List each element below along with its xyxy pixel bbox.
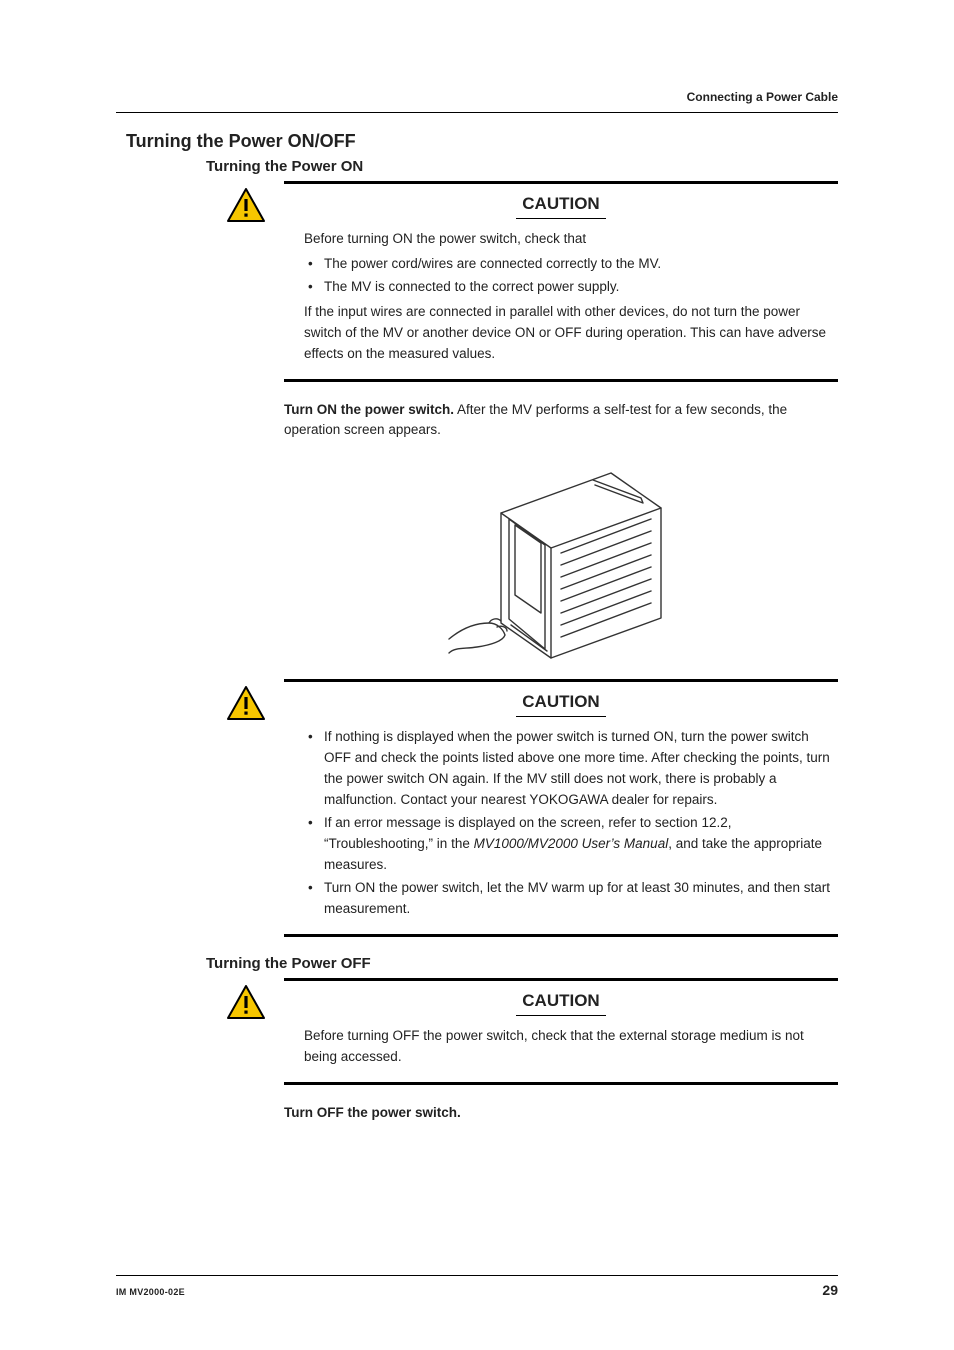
warning-icon [226, 685, 266, 721]
caution-block-2: CAUTION If nothing is displayed when the… [284, 679, 838, 936]
list-item: Turn ON the power switch, let the MV war… [304, 878, 838, 920]
caution2-list: If nothing is displayed when the power s… [304, 727, 838, 919]
section-title: Turning the Power ON/OFF [126, 131, 838, 152]
turn-on-paragraph: Turn ON the power switch. After the MV p… [284, 400, 838, 442]
warning-icon [226, 984, 266, 1020]
list-item: The power cord/wires are connected corre… [304, 254, 838, 275]
caution-rule-bottom [284, 1082, 838, 1085]
page-footer: IM MV2000-02E 29 [116, 1275, 838, 1298]
subsection-title-on: Turning the Power ON [206, 158, 838, 175]
warning-icon [226, 187, 266, 223]
caution-rule-top [284, 679, 838, 682]
turn-off-strong: Turn OFF the power switch. [284, 1105, 461, 1120]
footer-doc-id: IM MV2000-02E [116, 1287, 185, 1297]
list-item: The MV is connected to the correct power… [304, 277, 838, 298]
running-head: Connecting a Power Cable [687, 90, 838, 104]
caution-title: CAUTION [284, 194, 838, 214]
caution-rule-top [284, 978, 838, 981]
footer-page-number: 29 [822, 1282, 838, 1298]
device-illustration [441, 453, 681, 663]
caution1-tail: If the input wires are connected in para… [304, 302, 838, 365]
caution3-text: Before turning OFF the power switch, che… [304, 1026, 838, 1068]
subsection-title-off: Turning the Power OFF [206, 955, 838, 972]
list-item: If nothing is displayed when the power s… [304, 727, 838, 811]
manual-title: MV1000/MV2000 User’s Manual [474, 836, 669, 851]
caution-title: CAUTION [284, 991, 838, 1011]
caution-title-underline [516, 716, 606, 717]
header-rule [116, 112, 838, 113]
caution-title: CAUTION [284, 692, 838, 712]
caution-block-1: CAUTION Before turning ON the power swit… [284, 181, 838, 382]
caution-rule-bottom [284, 379, 838, 382]
caution-block-3: CAUTION Before turning OFF the power swi… [284, 978, 838, 1085]
caution-title-underline [516, 218, 606, 219]
turn-off-paragraph: Turn OFF the power switch. [284, 1103, 838, 1124]
caution1-list: The power cord/wires are connected corre… [304, 254, 838, 298]
caution-title-underline [516, 1015, 606, 1016]
turn-on-strong: Turn ON the power switch. [284, 402, 454, 417]
caution1-intro: Before turning ON the power switch, chec… [304, 229, 838, 250]
caution-rule-bottom [284, 934, 838, 937]
caution-rule-top [284, 181, 838, 184]
list-item: If an error message is displayed on the … [304, 813, 838, 876]
